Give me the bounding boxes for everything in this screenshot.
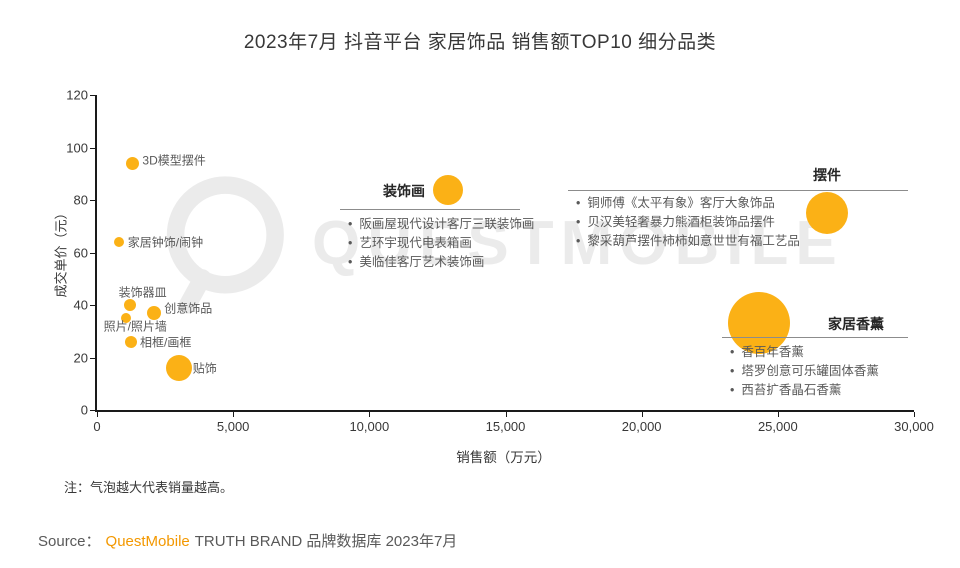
x-tick-label: 15,000 — [485, 419, 526, 434]
annotation-item: 塔罗创意可乐罐固体香薰 — [730, 362, 879, 381]
annotation-item: 美临佳客厅艺术装饰画 — [348, 253, 534, 272]
bubble-creative-ornament — [147, 305, 162, 320]
bubble-decor-vessel — [123, 299, 136, 311]
x-tick-label: 25,000 — [757, 419, 798, 434]
bubble-ornaments — [805, 192, 848, 235]
annotation-item: 铜师傅《太平有象》客厅大象饰品 — [576, 194, 800, 213]
annotation-list-home-fragrance: 香百年香薰 塔罗创意可乐罐固体香薰 西苔扩香晶石香薰 — [730, 343, 879, 400]
source-line: Source： QuestMobile TRUTH BRAND 品牌数据库 2023… — [38, 530, 457, 551]
bubble-label-3d-model-ornament: 3D模型摆件 — [142, 153, 206, 168]
bubble-home-clock — [113, 237, 124, 247]
x-tick-label: 0 — [93, 419, 101, 434]
annotation-list-ornaments: 铜师傅《太平有象》客厅大象饰品 贝汉美轻奢暴力熊酒柜装饰品摆件 黎采葫芦摆件柿柿… — [576, 194, 800, 251]
x-tick-mark — [914, 412, 915, 417]
bubble-decor-painting — [433, 174, 464, 205]
x-tick-label: 30,000 — [894, 419, 934, 434]
annotation-item: 贝汉美轻奢暴力熊酒柜装饰品摆件 — [576, 213, 800, 232]
annotation-item: 西苔扩香晶石香薰 — [730, 381, 879, 400]
y-tick-mark — [90, 357, 95, 359]
annotation-item: 黎采葫芦摆件柿柿如意世世有福工艺品 — [576, 232, 800, 251]
x-tick-mark — [641, 412, 643, 417]
x-tick-label: 10,000 — [349, 419, 390, 434]
y-tick-label: 80 — [73, 192, 88, 208]
bubble-3d-model-ornament — [125, 156, 139, 170]
bubble-photo-wall — [120, 313, 131, 324]
x-tick-mark — [777, 412, 779, 417]
bubble-label-photo-wall: 照片/照片墙 — [103, 319, 167, 334]
y-tick-mark — [90, 95, 95, 96]
x-tick-mark — [505, 412, 507, 417]
annotation-item: 艺环宇现代电表箱画 — [348, 234, 534, 253]
x-tick-label: 20,000 — [621, 419, 662, 434]
y-axis-title: 成交单价（元） — [53, 206, 69, 298]
annotation-item: 香百年香薰 — [730, 343, 879, 362]
x-tick-mark — [97, 412, 98, 417]
bubble-chart-plot: 3D模型摆件家居钟饰/闹钟装饰器皿 创意饰品照片/照片墙 相框/画框 贴饰 0 5,000… — [66, 88, 934, 435]
source-suffix: TRUTH BRAND 品牌数据库 2023年7月 — [194, 533, 458, 550]
bubble-sticker — [165, 355, 192, 381]
chart-title: 2023年7月 抖音平台 家居饰品 销售额TOP10 细分品类 — [243, 32, 717, 53]
annotation-heading-ornaments: 摆件 — [813, 167, 841, 183]
source-prefix: Source： — [38, 533, 101, 550]
y-tick-label: 0 — [80, 402, 88, 418]
x-tick-mark — [233, 412, 235, 417]
bubble-label-picture-frame: 相框/画框 — [140, 335, 192, 350]
x-tick-label: 5,000 — [216, 419, 250, 434]
x-axis-title: 销售额（万元） — [456, 450, 551, 465]
y-tick-label: 100 — [66, 140, 88, 155]
bubble-label-decor-vessel: 装饰器皿 — [118, 285, 167, 300]
y-tick-mark — [90, 410, 95, 411]
x-tick-mark — [369, 412, 371, 417]
y-tick-mark — [90, 147, 95, 149]
annotation-divider-home-fragrance — [722, 337, 908, 338]
y-tick-label: 20 — [73, 350, 88, 365]
annotation-divider-ornaments — [568, 190, 908, 191]
footnote: 注：气泡越大代表销量越高。 — [64, 480, 234, 495]
source-brand: QuestMobile — [105, 533, 190, 550]
questmobile-logo-icon — [166, 176, 284, 314]
y-tick-label: 120 — [66, 87, 88, 103]
y-tick-mark — [90, 252, 95, 254]
annotation-list-decor-painting: 阪画屋现代设计客厅三联装饰画 艺环宇现代电表箱画 美临佳客厅艺术装饰画 — [348, 215, 534, 272]
annotation-divider-decor-painting — [340, 209, 520, 210]
y-tick-mark — [90, 200, 95, 201]
y-tick-mark — [90, 305, 95, 306]
y-tick-label: 60 — [73, 245, 88, 260]
bubble-label-creative-ornament: 创意饰品 — [164, 301, 213, 316]
y-tick-label: 40 — [73, 297, 88, 313]
bubble-label-home-clock: 家居钟饰/闹钟 — [127, 235, 204, 250]
annotation-heading-home-fragrance: 家居香薰 — [828, 316, 884, 332]
annotation-heading-decor-painting: 装饰画 — [383, 183, 425, 199]
bubble-label-sticker: 贴饰 — [192, 361, 217, 376]
annotation-item: 阪画屋现代设计客厅三联装饰画 — [348, 215, 534, 234]
bubble-picture-frame — [125, 335, 138, 348]
